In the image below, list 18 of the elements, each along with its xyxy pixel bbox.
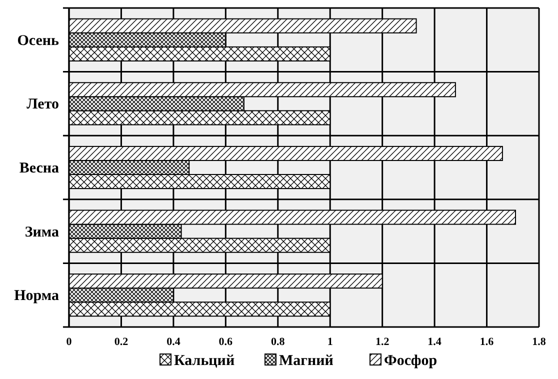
x-tick-label: 0.6 (218, 336, 234, 348)
y-tick-label: Весна (19, 160, 60, 176)
x-tick-label: 0.8 (271, 336, 286, 348)
x-tick-label: 1.4 (428, 336, 442, 348)
x-tick-label: 1 (327, 336, 333, 348)
x-tick-label: 1.6 (480, 336, 494, 348)
y-tick-label: Норма (14, 288, 60, 304)
y-tick-label: Зима (24, 224, 60, 240)
legend-label: Фосфор (384, 353, 438, 369)
x-tick-label: 0.2 (114, 336, 129, 348)
legend-label: Кальций (174, 353, 235, 369)
x-tick-label: 1.2 (375, 336, 390, 348)
y-tick-label: Осень (17, 32, 60, 49)
x-tick-label: 0.4 (166, 336, 181, 348)
x-tick-label: 1.8 (532, 336, 546, 348)
y-tick-label: Лето (26, 96, 59, 113)
legend-label: Магний (279, 353, 334, 369)
x-tick-label: 0 (66, 336, 72, 348)
